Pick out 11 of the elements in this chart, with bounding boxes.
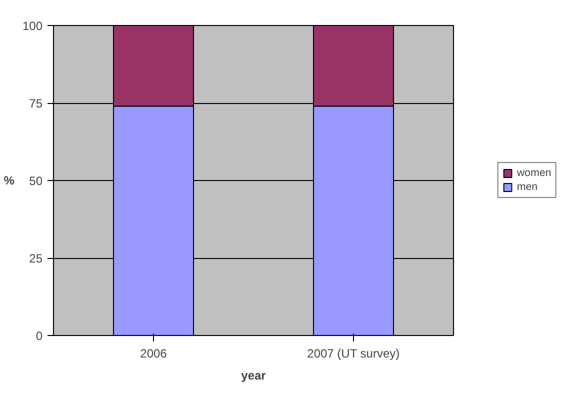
y-axis-title: %	[4, 174, 15, 188]
legend-label: women	[516, 167, 552, 179]
x-tick-label: 2006	[140, 346, 168, 360]
x-axis-title: year	[241, 368, 266, 382]
legend-label: men	[516, 181, 538, 193]
y-tick-label: 100	[22, 19, 43, 33]
y-tick-label: 50	[29, 174, 43, 188]
y-tick-label: 0	[36, 329, 43, 343]
y-tick-label: 25	[29, 252, 43, 266]
y-tick-label: 75	[29, 96, 43, 110]
x-tick-label: 2007 (UT survey)	[307, 346, 400, 360]
